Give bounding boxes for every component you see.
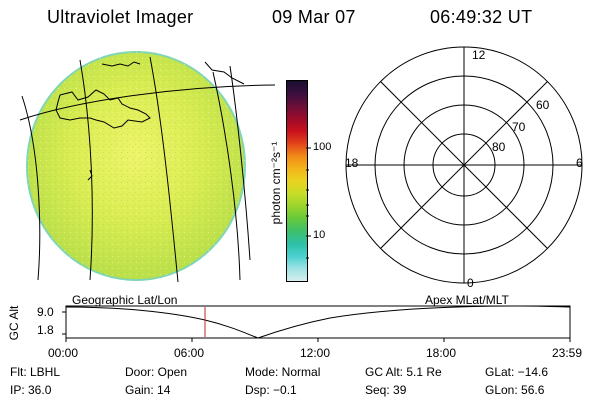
earth-disk	[26, 51, 246, 281]
mlt-label-0: 0	[467, 276, 474, 290]
timeline-x-ticks	[65, 338, 571, 342]
coastline	[55, 61, 245, 181]
timeline-left-title: Geographic Lat/Lon	[72, 293, 178, 307]
lat-label-60: 60	[536, 98, 550, 112]
mlt-label-12: 12	[472, 48, 486, 62]
mlt-label-18: 18	[345, 156, 359, 170]
colorbar	[286, 80, 308, 282]
glat-info: GLat: −14.6	[485, 365, 549, 379]
timeline-right-title: Apex MLat/MLT	[425, 293, 509, 307]
geographic-grid	[19, 56, 276, 283]
colorbar-tick-10: 10	[313, 229, 326, 241]
gain-info: Gain: 14	[125, 383, 171, 397]
x-tick-2359: 23:59	[552, 346, 583, 360]
x-tick-0000: 00:00	[48, 346, 79, 360]
lat-label-70: 70	[512, 120, 526, 134]
timeline-y-tick-min: 1.8	[37, 323, 54, 337]
dsp-info: Dsp: −0.1	[245, 383, 297, 397]
date-label: 09 Mar 07	[272, 7, 356, 27]
timeline-y-tick-max: 9.0	[37, 305, 54, 319]
lat-label-80: 80	[492, 140, 506, 154]
mlt-label-6: 6	[576, 156, 583, 170]
x-tick-1200: 12:00	[300, 346, 331, 360]
colorbar-tick-100: 100	[313, 141, 332, 153]
instrument-title: Ultraviolet Imager	[47, 7, 194, 27]
x-tick-1800: 18:00	[426, 346, 457, 360]
x-tick-0600: 06:00	[174, 346, 205, 360]
altitude-curve	[65, 305, 571, 339]
time-label: 06:49:32 UT	[430, 7, 533, 27]
timeline-frame	[65, 305, 571, 339]
ip-info: IP: 36.0	[10, 383, 52, 397]
door-info: Door: Open	[125, 365, 188, 379]
mode-info: Mode: Normal	[245, 365, 321, 379]
glon-info: GLon: 56.6	[485, 383, 545, 397]
seq-info: Seq: 39	[365, 383, 407, 397]
filter-info: Flt: LBHL	[10, 365, 61, 379]
polar-diagonal-b	[380, 81, 548, 249]
gcalt-info: GC Alt: 5.1 Re	[365, 365, 442, 379]
